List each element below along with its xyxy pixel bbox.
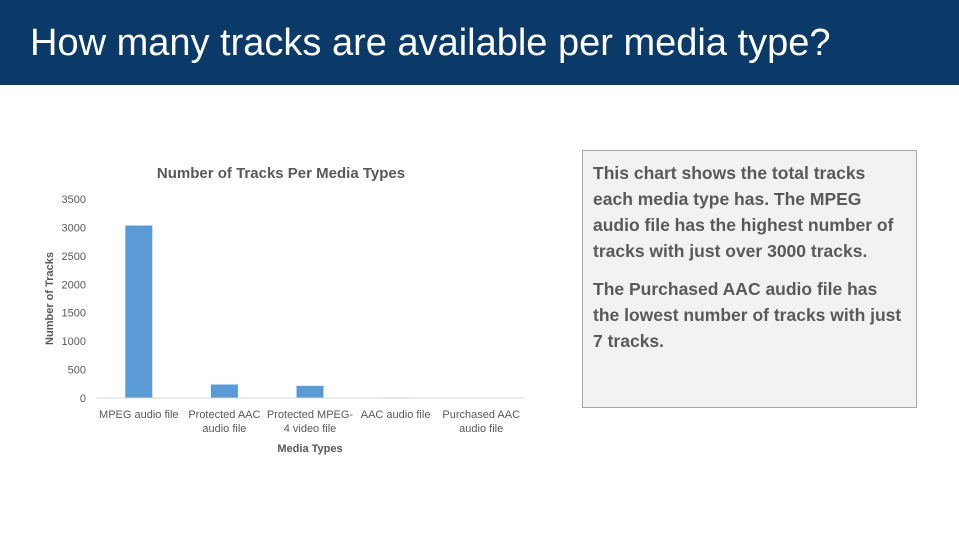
x-tick-label: AAC audio file (361, 409, 431, 421)
bar (210, 384, 238, 398)
chart-title: Number of Tracks Per Media Types (157, 165, 405, 182)
y-tick-label: 1500 (62, 308, 86, 320)
explanation-box: This chart shows the total tracks each m… (582, 150, 917, 408)
y-tick-label: 3500 (62, 194, 86, 206)
explanation-paragraph-2: The Purchased AAC audio file has the low… (593, 279, 902, 351)
x-tick-label: Protected MPEG- (267, 409, 354, 421)
x-tick-label: audio file (459, 423, 503, 435)
slide-title: How many tracks are available per media … (30, 22, 831, 64)
y-tick-label: 500 (68, 365, 86, 377)
chart-svg: Number of Tracks Per Media Types 0 500 1000… (44, 165, 524, 455)
y-tick-label: 0 (80, 393, 86, 405)
bar-chart: Number of Tracks Per Media Types 0 500 1000… (40, 150, 540, 470)
x-tick-label: audio file (202, 423, 246, 435)
slide-header: How many tracks are available per media … (0, 0, 959, 85)
x-tick-label: MPEG audio file (99, 409, 178, 421)
y-tick-label: 3000 (62, 222, 86, 234)
x-tick-label: Protected AAC (188, 409, 260, 421)
y-tick-label: 1000 (62, 336, 86, 348)
explanation-paragraph-1: This chart shows the total tracks each m… (593, 163, 894, 261)
y-tick-label: 2500 (62, 251, 86, 263)
x-tick-label: 4 video file (284, 423, 337, 435)
y-axis-label: Number of Tracks (44, 252, 56, 345)
y-tick-label: 2000 (62, 279, 86, 291)
x-axis-label: Media Types (277, 443, 342, 455)
bar (296, 385, 324, 398)
x-tick-label: Purchased AAC (442, 409, 520, 421)
bar (125, 225, 153, 398)
